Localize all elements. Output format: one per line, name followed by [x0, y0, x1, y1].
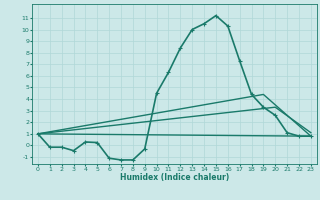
X-axis label: Humidex (Indice chaleur): Humidex (Indice chaleur) — [120, 173, 229, 182]
